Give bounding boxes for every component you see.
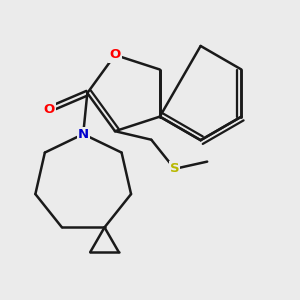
Text: O: O: [110, 49, 121, 62]
Text: S: S: [170, 162, 179, 176]
Text: S: S: [170, 162, 179, 176]
Text: O: O: [44, 103, 55, 116]
Text: O: O: [44, 103, 55, 116]
Text: O: O: [110, 49, 121, 62]
Text: N: N: [78, 128, 89, 141]
